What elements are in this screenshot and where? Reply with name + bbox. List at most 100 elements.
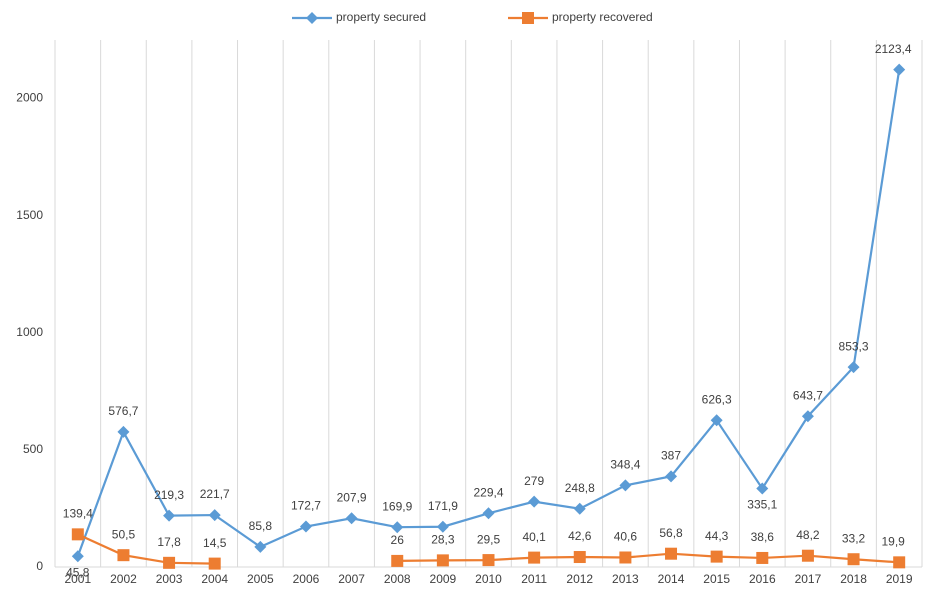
data-label: 28,3 xyxy=(431,533,455,547)
data-label: 626,3 xyxy=(702,392,732,406)
data-point xyxy=(163,556,176,569)
data-point xyxy=(710,414,723,427)
data-label: 40,1 xyxy=(522,530,546,544)
data-point xyxy=(436,554,449,567)
data-label: 85,8 xyxy=(249,519,273,533)
x-tick-label: 2008 xyxy=(384,572,411,586)
legend-label: property recovered xyxy=(552,10,653,24)
data-label: 279 xyxy=(524,474,544,488)
x-tick-label: 2005 xyxy=(247,572,274,586)
x-tick-label: 2016 xyxy=(749,572,776,586)
data-point xyxy=(756,482,769,495)
data-point xyxy=(163,509,176,522)
data-point xyxy=(345,512,358,525)
data-point xyxy=(208,509,221,522)
data-label: 169,9 xyxy=(382,499,412,513)
data-label: 45,8 xyxy=(66,565,90,579)
data-label: 42,6 xyxy=(568,529,592,543)
data-point xyxy=(482,554,495,567)
y-tick-label: 1500 xyxy=(16,208,43,222)
data-point xyxy=(482,507,495,520)
x-tick-label: 2002 xyxy=(110,572,137,586)
data-label: 139,4 xyxy=(63,507,93,521)
y-tick-label: 500 xyxy=(23,442,43,456)
x-tick-label: 2012 xyxy=(566,572,593,586)
y-tick-label: 0 xyxy=(36,559,43,573)
data-point xyxy=(71,528,84,541)
data-label: 643,7 xyxy=(793,388,823,402)
data-label: 29,5 xyxy=(477,532,501,546)
data-label: 248,8 xyxy=(565,481,595,495)
data-point xyxy=(299,520,312,533)
data-point xyxy=(117,549,130,562)
data-point xyxy=(665,470,678,483)
series-line xyxy=(76,69,901,557)
data-label: 14,5 xyxy=(203,536,227,550)
x-tick-label: 2018 xyxy=(840,572,867,586)
data-label: 38,6 xyxy=(751,530,775,544)
data-label: 387 xyxy=(661,449,681,463)
data-label: 33,2 xyxy=(842,531,866,545)
x-tick-label: 2011 xyxy=(521,572,547,586)
data-label: 335,1 xyxy=(747,498,777,512)
x-tick-label: 2003 xyxy=(156,572,183,586)
data-label: 26 xyxy=(391,533,405,547)
data-label: 221,7 xyxy=(200,487,230,501)
data-label: 853,3 xyxy=(839,339,869,353)
data-point xyxy=(391,521,404,534)
data-point xyxy=(528,495,541,508)
x-tick-label: 2014 xyxy=(658,572,685,586)
x-tick-label: 2013 xyxy=(612,572,639,586)
data-label: 207,9 xyxy=(337,490,367,504)
x-tick-label: 2007 xyxy=(338,572,365,586)
data-label: 19,9 xyxy=(882,535,906,549)
data-point xyxy=(254,540,267,553)
data-label: 171,9 xyxy=(428,499,458,513)
data-label: 48,2 xyxy=(796,528,820,542)
data-label: 172,7 xyxy=(291,499,321,513)
data-point xyxy=(436,520,449,533)
x-tick-label: 2009 xyxy=(430,572,457,586)
legend-marker xyxy=(306,12,318,24)
legend-marker xyxy=(522,12,534,24)
data-point xyxy=(619,551,632,564)
x-tick-label: 2006 xyxy=(293,572,320,586)
data-point xyxy=(208,557,221,570)
data-point xyxy=(71,550,84,563)
x-tick-label: 2010 xyxy=(475,572,502,586)
data-label: 44,3 xyxy=(705,529,729,543)
data-point xyxy=(391,554,404,567)
data-point xyxy=(619,479,632,492)
data-point xyxy=(756,551,769,564)
y-tick-label: 1000 xyxy=(16,325,43,339)
x-tick-label: 2019 xyxy=(886,572,913,586)
data-label: 348,4 xyxy=(610,458,640,472)
data-label: 17,8 xyxy=(157,535,181,549)
data-point xyxy=(893,63,906,76)
data-label: 229,4 xyxy=(473,485,503,499)
data-label: 219,3 xyxy=(154,488,184,502)
data-point xyxy=(710,550,723,563)
data-point xyxy=(528,551,541,564)
legend-label: property secured xyxy=(336,10,426,24)
x-tick-label: 2001 xyxy=(64,572,91,586)
data-point xyxy=(801,549,814,562)
data-label: 40,6 xyxy=(614,530,638,544)
x-tick-label: 2017 xyxy=(795,572,822,586)
data-label: 56,8 xyxy=(659,526,683,540)
data-label: 576,7 xyxy=(108,404,138,418)
data-point xyxy=(847,553,860,566)
data-point xyxy=(573,551,586,564)
data-point xyxy=(573,502,586,515)
data-label: 2123,4 xyxy=(875,42,912,56)
x-tick-label: 2004 xyxy=(201,572,228,586)
data-point xyxy=(665,547,678,560)
series-line xyxy=(77,533,900,565)
data-label: 50,5 xyxy=(112,527,136,541)
x-tick-label: 2015 xyxy=(703,572,730,586)
data-point xyxy=(893,556,906,569)
y-tick-label: 2000 xyxy=(16,91,43,105)
data-point xyxy=(801,410,814,423)
data-point xyxy=(847,361,860,374)
